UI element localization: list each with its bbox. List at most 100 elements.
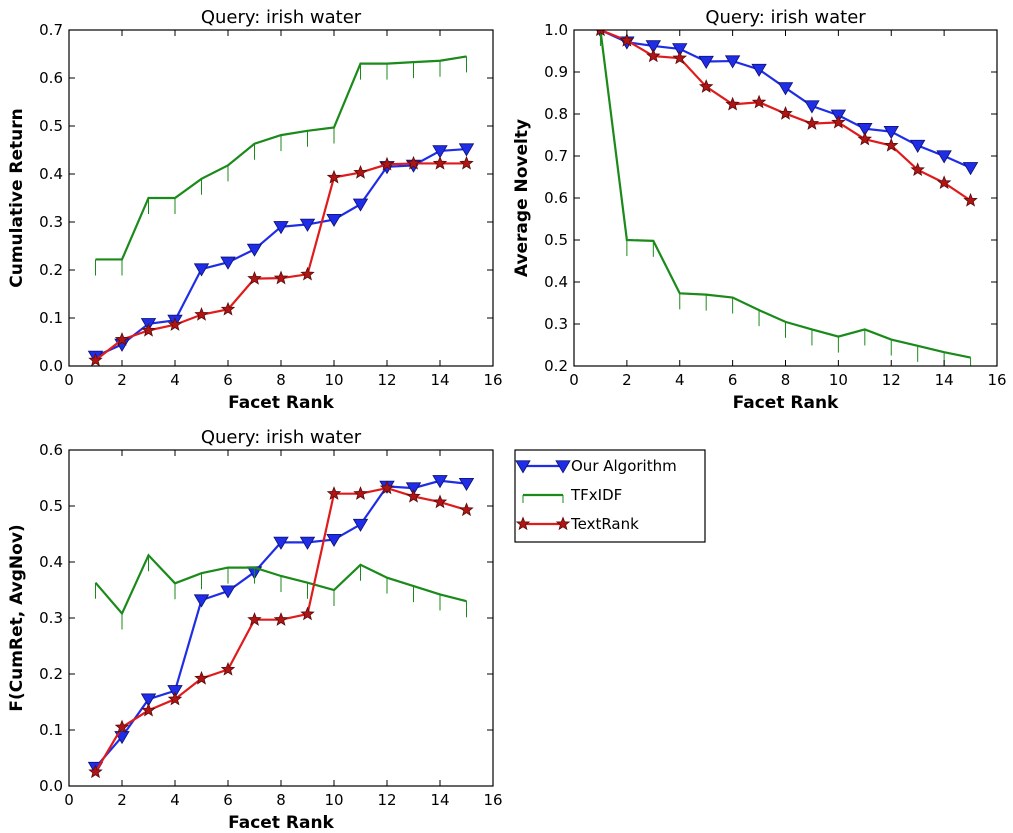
series-group xyxy=(87,55,475,366)
data-point-star xyxy=(936,175,952,190)
y-axis-label: Cumulative Return xyxy=(7,108,27,288)
data-point-star xyxy=(379,156,395,171)
data-point-triangle xyxy=(909,139,926,153)
plot-area xyxy=(69,30,493,366)
data-point-star xyxy=(672,50,687,65)
x-tick-label: 6 xyxy=(223,791,233,809)
series-textrank xyxy=(88,155,474,366)
data-point-star xyxy=(114,331,130,346)
series-group xyxy=(87,475,475,779)
series-line-tfxidf xyxy=(599,30,971,359)
x-tick-label: 0 xyxy=(569,371,579,389)
series-our-algorithm xyxy=(596,30,979,176)
panel-cumulative-return: 0 2 4 6 8 10 12 14 16 0.0 0.1 0.2 0.3 0.4 0.5 0.6 0.7 Que… xyxy=(7,7,503,413)
data-point-triangle xyxy=(777,82,794,96)
data-point-star xyxy=(751,94,767,109)
chart-title: Query: irish water xyxy=(201,7,362,28)
legend-marker-star xyxy=(515,516,531,531)
x-tick-label: 0 xyxy=(64,371,74,389)
data-point-triangle xyxy=(724,55,741,69)
y-tick-label: 0.1 xyxy=(39,309,63,327)
data-point-triangle xyxy=(804,100,820,114)
legend-entry-textrank: TextRank xyxy=(515,515,639,533)
x-tick-label: 4 xyxy=(170,371,180,389)
x-tick-label: 14 xyxy=(430,791,449,809)
data-point-triangle xyxy=(432,475,448,489)
data-point-star xyxy=(804,116,820,130)
y-tick-label: 1.0 xyxy=(544,21,568,39)
data-point-star xyxy=(220,661,236,676)
data-point-star xyxy=(725,96,740,111)
data-point-star xyxy=(326,486,342,500)
data-point-star xyxy=(432,155,448,170)
data-point-star xyxy=(353,486,368,500)
data-point-triangle xyxy=(645,40,662,54)
x-tick-label: 8 xyxy=(276,371,286,389)
y-tick-label: 0.2 xyxy=(39,261,63,279)
data-point-triangle xyxy=(299,218,316,232)
y-tick-label: 0.2 xyxy=(544,357,568,375)
x-tick-label: 2 xyxy=(117,371,127,389)
data-point-star xyxy=(273,612,289,626)
data-point-star xyxy=(432,494,448,509)
x-tick-label: 16 xyxy=(483,791,502,809)
data-point-triangle xyxy=(220,256,236,270)
data-point-star xyxy=(406,488,421,503)
data-point-triangle xyxy=(698,55,714,69)
x-axis-label: Facet Rank xyxy=(733,393,839,413)
legend-marker-triangle xyxy=(555,460,571,474)
x-tick-label: 2 xyxy=(117,791,127,809)
data-point-star xyxy=(831,114,846,129)
legend: Our Algorithm TFxIDF TextRank xyxy=(514,449,706,543)
y-tick-label: 0.0 xyxy=(39,777,63,795)
data-point-star xyxy=(884,137,899,152)
data-point-triangle xyxy=(883,125,899,140)
data-point-triangle xyxy=(220,585,236,599)
y-tick-label: 0.3 xyxy=(544,315,568,333)
data-point-star xyxy=(459,502,474,517)
y-axis-label: F(CumRet, AvgNov) xyxy=(7,524,27,711)
x-tick-label: 16 xyxy=(987,371,1006,389)
data-point-star xyxy=(247,612,262,626)
data-point-star xyxy=(406,155,421,170)
data-point-triangle xyxy=(352,198,369,212)
data-point-star xyxy=(698,79,714,93)
y-tick-label: 0.3 xyxy=(39,213,63,231)
series-tfxidf xyxy=(94,553,467,630)
x-axis-label: Facet Rank xyxy=(228,393,334,413)
chart-title: Query: irish water xyxy=(201,427,362,448)
data-point-triangle xyxy=(193,263,210,277)
series-tfxidf xyxy=(95,55,467,276)
y-axis-label: Average Novelty xyxy=(512,119,532,277)
series-line-tfxidf xyxy=(94,553,467,616)
y-tick-label: 0.5 xyxy=(544,231,568,249)
panel-f-score: 0 2 4 6 8 10 12 14 16 0.0 0.1 0.2 0.3 0.4 0.5 0.6 Query:… xyxy=(7,427,503,833)
x-tick-label: 2 xyxy=(622,371,632,389)
data-point-star xyxy=(273,270,289,285)
data-point-star xyxy=(194,670,209,685)
data-point-triangle xyxy=(458,143,475,157)
x-tick-label: 14 xyxy=(935,371,954,389)
y-tick-label: 0.5 xyxy=(39,497,63,515)
data-point-star xyxy=(910,162,925,177)
data-point-triangle xyxy=(432,145,448,159)
data-point-star xyxy=(646,48,661,63)
series-line-tfxidf xyxy=(95,55,467,261)
y-tick-label: 0.7 xyxy=(544,147,568,165)
y-tick-label: 0.9 xyxy=(544,63,568,81)
data-point-star xyxy=(459,155,474,170)
x-tick-label: 12 xyxy=(377,371,396,389)
x-tick-label: 6 xyxy=(728,371,738,389)
data-point-triangle xyxy=(936,150,952,164)
data-point-triangle xyxy=(273,536,289,550)
x-tick-label: 0 xyxy=(64,791,74,809)
data-point-star xyxy=(88,352,103,366)
data-point-star xyxy=(167,691,183,706)
y-tick-label: 0.5 xyxy=(39,117,63,135)
y-tick-label: 0.4 xyxy=(39,165,63,183)
data-point-triangle xyxy=(672,43,688,57)
legend-entry-our-algorithm: Our Algorithm xyxy=(515,457,677,475)
panel-average-novelty: 0 2 4 6 8 10 12 14 16 0.2 0.3 0.4 0.5 0.6 0.7 0.8 0.9 1.0… xyxy=(512,7,1007,413)
data-point-triangle xyxy=(273,221,289,235)
data-point-star xyxy=(595,30,605,37)
